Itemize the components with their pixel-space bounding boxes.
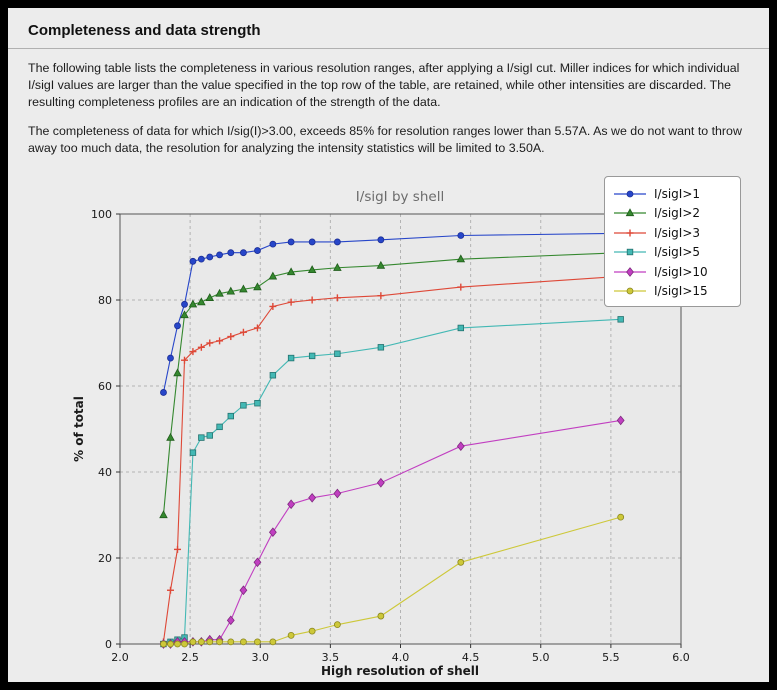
intro-paragraph: The following table lists the completene… (28, 61, 740, 110)
legend-item: I/sigI>1 (613, 184, 732, 204)
resolution-note-paragraph: The completeness of data for which I/sig… (28, 124, 742, 156)
series-line-I/sigI>1 (162, 232, 621, 393)
x-tick-label: 3.0 (252, 651, 270, 664)
x-tick-label: 5.5 (602, 651, 620, 664)
series-line-I/sigI>2 (162, 252, 621, 516)
series-line-I/sigI>3 (162, 275, 621, 642)
legend-label: I/sigI>2 (654, 206, 701, 221)
legend-line-marker-icon (614, 249, 646, 256)
x-tick-label: 4.5 (462, 651, 480, 664)
report-page: Completeness and data strength The follo… (8, 8, 769, 682)
chart-figure: 2.0 2.5 3.0 3.5 4.0 4.5 5.0 5.5 6.0 0 20 40 60 80 100 … (63, 171, 761, 682)
legend-label: I/sigI>15 (654, 284, 708, 299)
legend-label: I/sigI>10 (654, 264, 708, 279)
x-tick-label: 2.0 (111, 651, 129, 664)
x-tick-label: 3.5 (322, 651, 340, 664)
legend-label: I/sigI>3 (654, 225, 701, 240)
legend-line-marker-icon (614, 229, 646, 237)
x-tick-label: 5.0 (532, 651, 550, 664)
legend-line-marker-icon (614, 190, 646, 198)
y-tick-label: 20 (98, 552, 112, 565)
x-tick-label: 4.0 (392, 651, 410, 664)
legend-label: I/sigI>1 (654, 186, 701, 201)
legend-line-marker-icon (614, 208, 646, 217)
legend-item: I/sigI>5 (613, 243, 732, 263)
title-divider (8, 48, 769, 49)
y-tick-label: 80 (98, 294, 112, 307)
y-tick-label: 40 (98, 466, 112, 479)
legend-label: I/sigI>5 (654, 245, 701, 260)
completeness-chart: 2.0 2.5 3.0 3.5 4.0 4.5 5.0 5.5 6.0020406080100 … (72, 189, 690, 678)
legend-item: I/sigI>10 (613, 262, 732, 282)
legend-item: I/sigI>3 (613, 223, 732, 243)
y-tick-label: 60 (98, 380, 112, 393)
page-title: Completeness and data strength (28, 22, 261, 39)
legend-item: I/sigI>15 (613, 282, 732, 302)
y-tick-label: 100 (91, 208, 112, 221)
chart-title: I/sigI by shell (356, 189, 444, 205)
x-tick-label: 2.5 (181, 651, 199, 664)
legend-line-marker-icon (614, 266, 646, 277)
y-tick-label: 0 (105, 638, 112, 651)
y-axis-label: % of total (72, 396, 86, 462)
x-tick-label: 6.0 (672, 651, 690, 664)
x-axis-label: High resolution of shell (321, 664, 479, 678)
legend-line-marker-icon (614, 287, 646, 295)
chart-legend: I/sigI>1 I/sigI>2 I/sigI>3 I/sigI>5 I/sigI>1… (604, 176, 741, 307)
legend-item: I/sigI>2 (613, 204, 732, 224)
